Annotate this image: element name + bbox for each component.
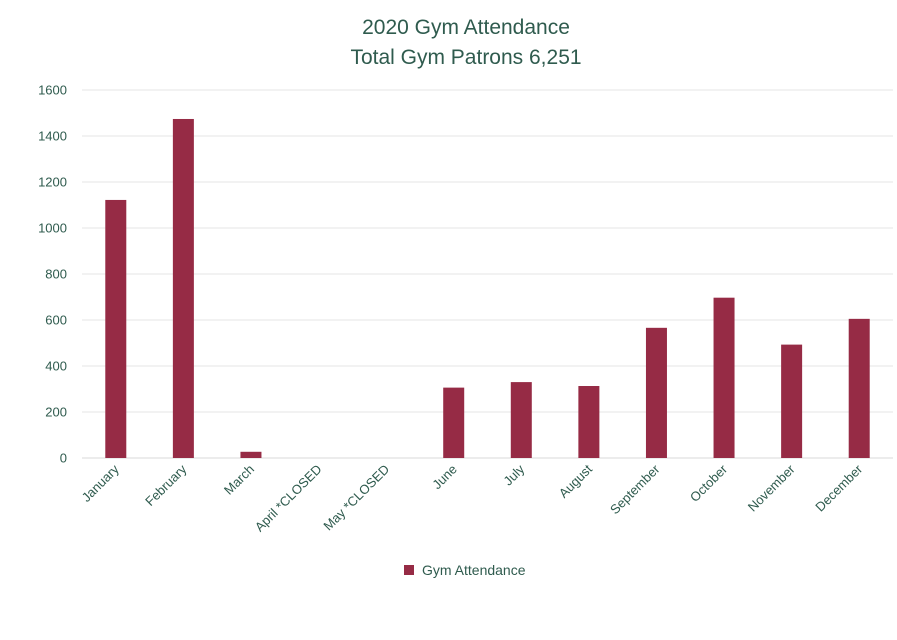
- y-tick-label: 1400: [38, 129, 67, 144]
- x-tick-label: September: [607, 461, 663, 517]
- x-tick-label: October: [687, 461, 731, 505]
- bar[interactable]: [578, 386, 600, 458]
- x-tick-label: June: [429, 462, 460, 493]
- x-tick-label: May *CLOSED: [320, 462, 392, 534]
- y-tick-label: 0: [60, 451, 67, 466]
- y-tick-label: 800: [45, 267, 67, 282]
- x-tick-label: January: [79, 461, 123, 505]
- x-tick-label: March: [221, 462, 257, 498]
- chart-subtitle: Total Gym Patrons 6,251: [350, 46, 581, 69]
- legend-swatch: [404, 565, 414, 575]
- legend[interactable]: Gym Attendance: [404, 562, 526, 578]
- x-tick-label: April *CLOSED: [252, 462, 325, 535]
- y-tick-label: 1600: [38, 83, 67, 98]
- bar[interactable]: [645, 327, 667, 458]
- legend-label: Gym Attendance: [422, 562, 526, 578]
- bars: [105, 118, 870, 458]
- x-tick-label: July: [500, 461, 527, 488]
- x-tick-label: August: [556, 461, 595, 500]
- y-tick-label: 400: [45, 359, 67, 374]
- bar[interactable]: [172, 118, 194, 458]
- x-tick-label: December: [812, 461, 865, 514]
- y-axis-ticks: 0 200 400 600 800 1000 1200 1400 1600: [38, 83, 67, 466]
- y-tick-label: 200: [45, 405, 67, 420]
- y-tick-label: 1200: [38, 175, 67, 190]
- bar[interactable]: [781, 344, 803, 458]
- bar[interactable]: [510, 382, 532, 458]
- bar[interactable]: [713, 297, 735, 458]
- bar[interactable]: [240, 451, 262, 458]
- bar[interactable]: [848, 318, 870, 458]
- x-tick-label: November: [745, 461, 798, 514]
- bar[interactable]: [105, 199, 127, 458]
- y-tick-label: 1000: [38, 221, 67, 236]
- bar[interactable]: [443, 387, 465, 458]
- gridlines: [82, 89, 893, 459]
- y-tick-label: 600: [45, 313, 67, 328]
- chart-title: 2020 Gym Attendance: [362, 16, 570, 39]
- x-tick-label: February: [142, 461, 190, 509]
